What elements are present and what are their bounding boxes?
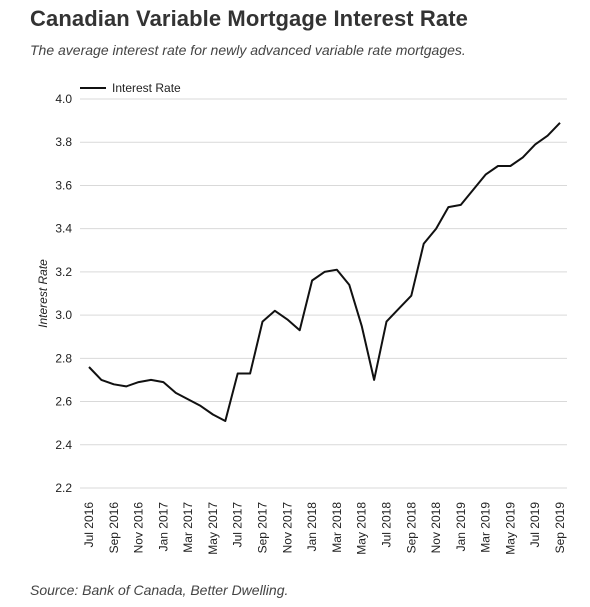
source-note: Source: Bank of Canada, Better Dwelling. bbox=[30, 582, 289, 598]
y-tick-label: 3.8 bbox=[55, 135, 72, 149]
legend-label: Interest Rate bbox=[112, 81, 181, 95]
y-tick-label: 3.0 bbox=[55, 308, 72, 322]
x-tick-label: Jul 2018 bbox=[379, 502, 393, 548]
x-tick-label: Sep 2019 bbox=[553, 502, 567, 554]
x-tick-label: Nov 2017 bbox=[280, 502, 294, 554]
x-tick-label: May 2019 bbox=[503, 502, 517, 555]
x-tick-label: Jul 2019 bbox=[528, 502, 542, 548]
y-tick-label: 2.6 bbox=[55, 395, 72, 409]
chart-subtitle: The average interest rate for newly adva… bbox=[30, 42, 466, 58]
x-tick-label: Jan 2017 bbox=[156, 502, 170, 552]
y-tick-label: 3.6 bbox=[55, 178, 72, 192]
x-tick-label: May 2017 bbox=[206, 502, 220, 555]
y-tick-label: 2.2 bbox=[55, 481, 72, 495]
x-tick-label: Sep 2017 bbox=[256, 502, 270, 554]
x-tick-label: Jul 2016 bbox=[82, 502, 96, 548]
y-tick-label: 2.8 bbox=[55, 351, 72, 365]
x-tick-label: May 2018 bbox=[355, 502, 369, 555]
x-tick-label: Jan 2018 bbox=[305, 502, 319, 552]
x-tick-label: Sep 2018 bbox=[404, 502, 418, 554]
series-line-interest-rate bbox=[88, 122, 561, 422]
x-tick-label: Mar 2017 bbox=[181, 502, 195, 553]
chart-title: Canadian Variable Mortgage Interest Rate bbox=[30, 6, 469, 31]
x-tick-label: Nov 2016 bbox=[132, 502, 146, 554]
x-tick-label: Jan 2019 bbox=[454, 502, 468, 552]
y-axis-label: Interest Rate bbox=[36, 259, 50, 328]
y-tick-label: 3.4 bbox=[55, 222, 72, 236]
y-tick-label: 3.2 bbox=[55, 265, 72, 279]
x-tick-label: Mar 2018 bbox=[330, 502, 344, 553]
x-tick-label: Nov 2018 bbox=[429, 502, 443, 554]
y-tick-label: 2.4 bbox=[55, 438, 72, 452]
x-tick-label: Mar 2019 bbox=[479, 502, 493, 553]
x-tick-label: Jul 2017 bbox=[231, 502, 245, 548]
y-tick-label: 4.0 bbox=[55, 92, 72, 106]
x-tick-label: Sep 2016 bbox=[107, 502, 121, 554]
